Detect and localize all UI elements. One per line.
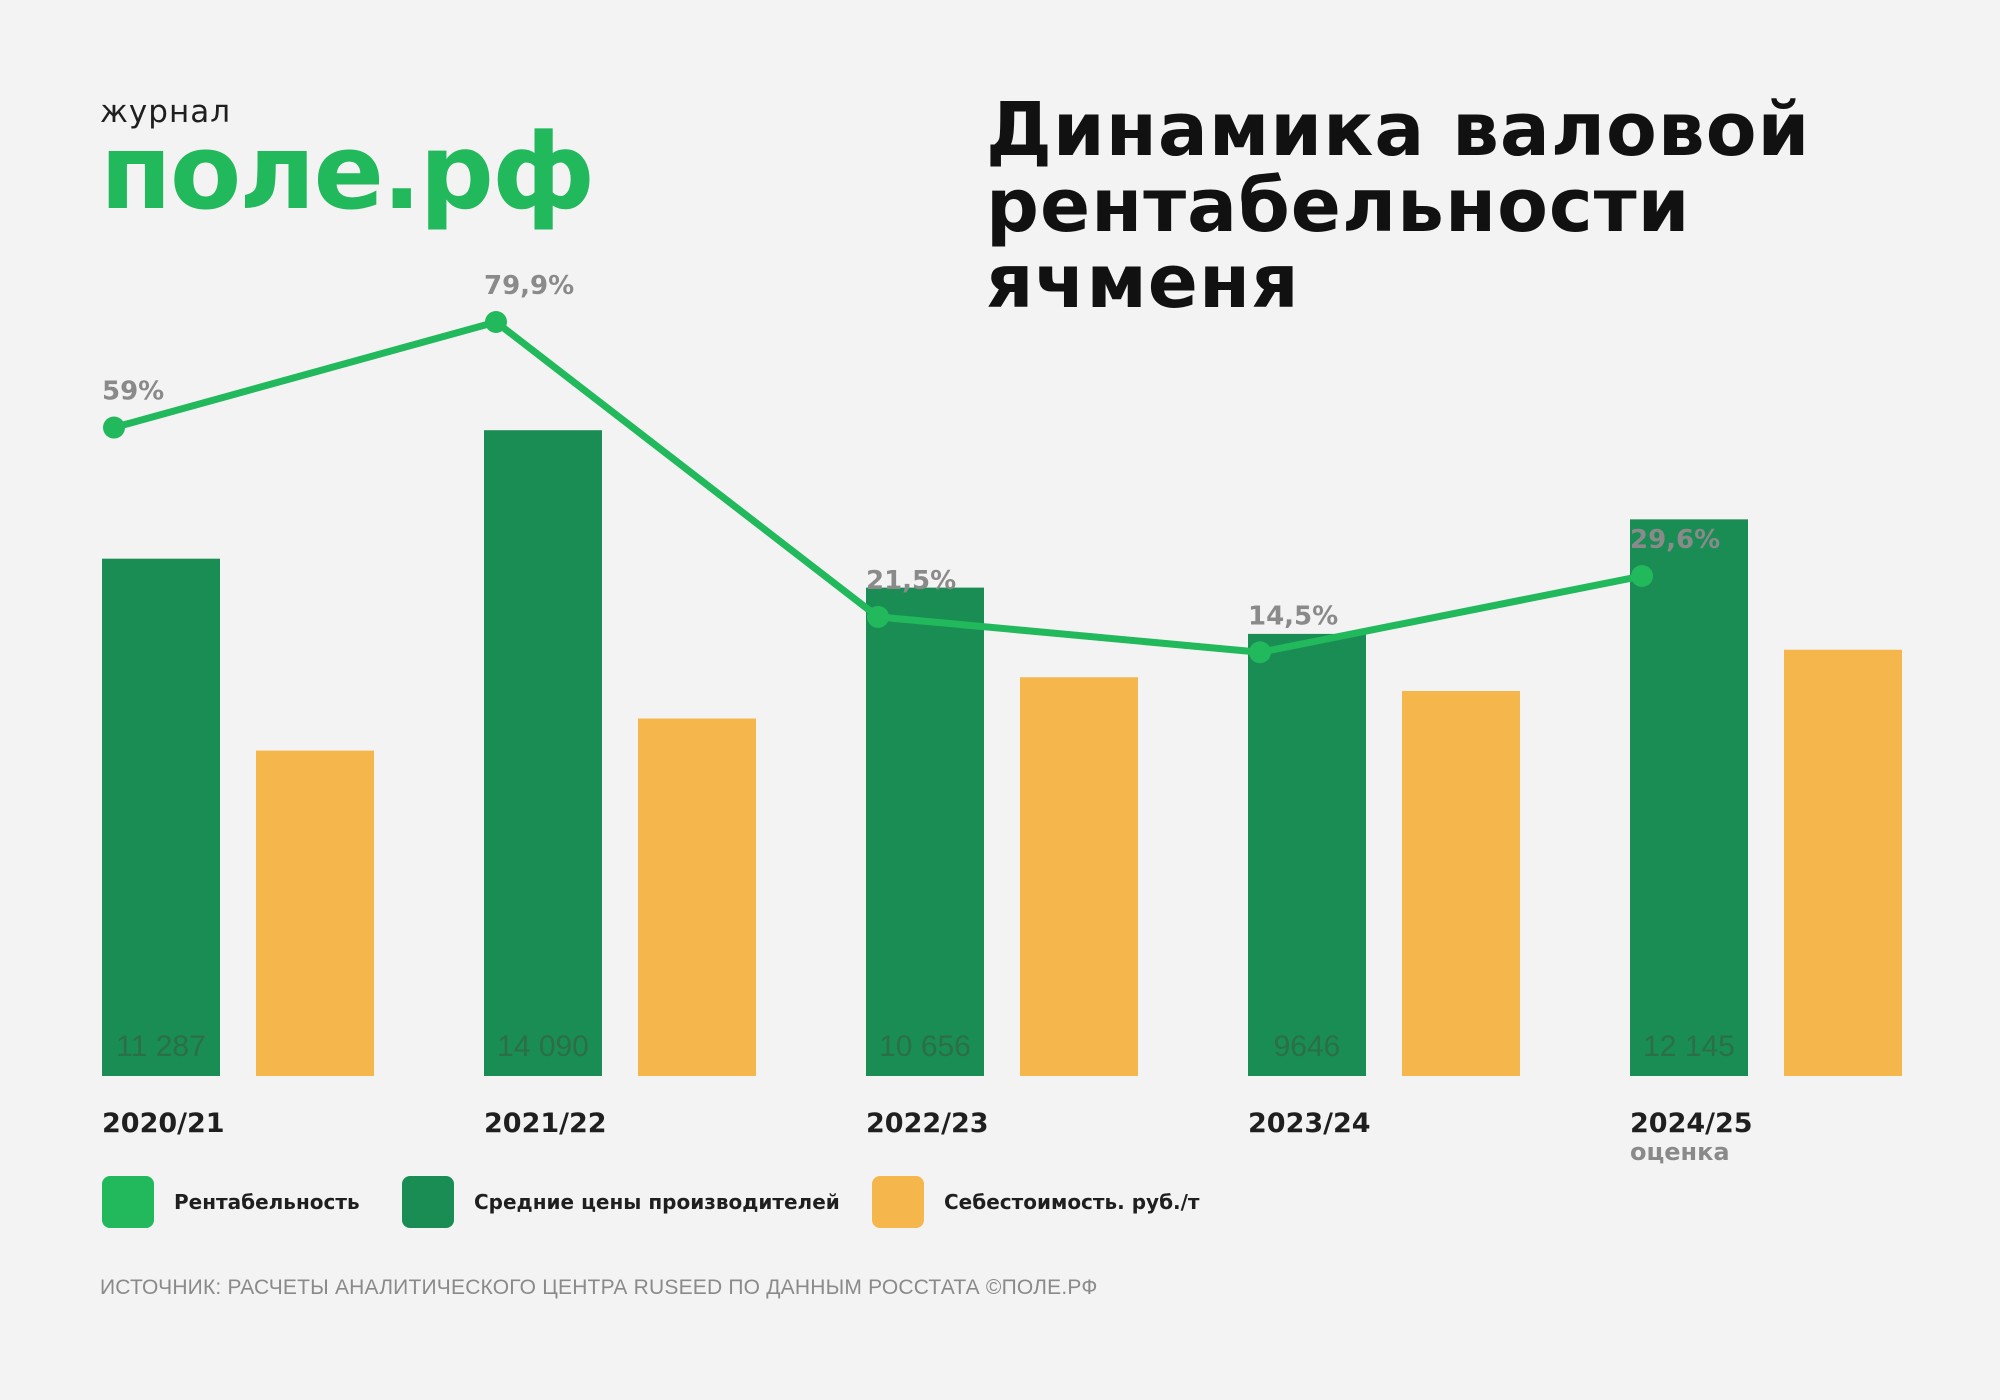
legend-label-producer-prices: Средние цены производителей	[474, 1190, 840, 1214]
bar-price-2021-22	[484, 430, 602, 1076]
chart-area: 11 287 14 090 10 656 9646 12 145 59% 79,9% 21,…	[102, 271, 1902, 1166]
category-label: 2020/21	[102, 1108, 225, 1139]
bar-cost-2024-25	[1784, 649, 1902, 1076]
bar-price-label: 11 287	[116, 1030, 206, 1063]
category-label: 2021/22	[484, 1108, 607, 1139]
legend-item-profitability: Рентабельность	[102, 1176, 360, 1228]
bar-cost-2023-24	[1402, 691, 1520, 1076]
bar-price-label: 14 090	[497, 1030, 589, 1063]
point-profitability	[1249, 641, 1271, 664]
point-profitability	[1631, 565, 1653, 588]
legend-swatch-producer-prices	[402, 1176, 454, 1228]
point-profitability	[867, 605, 889, 628]
bar-price-label: 10 656	[879, 1030, 971, 1063]
source-note: ИСТОЧНИК: РАСЧЕТЫ АНАЛИТИЧЕСКОГО ЦЕНТРА …	[100, 1276, 1098, 1299]
logo-main-text: поле.рф	[100, 111, 595, 233]
bar-price-2022-23	[866, 587, 984, 1076]
point-profitability	[485, 311, 507, 333]
point-profitability	[103, 416, 125, 439]
point-label-profitability: 21,5%	[866, 566, 956, 596]
point-label-profitability: 59%	[102, 377, 164, 407]
chart-title-line-2: рентабельности ячменя	[986, 163, 1691, 325]
bar-price-label: 9646	[1274, 1030, 1341, 1063]
point-label-profitability: 14,5%	[1248, 601, 1338, 631]
category-label: 2024/25	[1630, 1108, 1753, 1139]
bar-price-2023-24	[1248, 633, 1366, 1076]
category-label: 2023/24	[1248, 1108, 1371, 1139]
bar-price-2024-25	[1630, 519, 1748, 1076]
legend-swatch-profitability	[102, 1176, 154, 1228]
bar-price-2020-21	[102, 558, 220, 1076]
logo: журнал поле.рф	[100, 94, 595, 233]
point-label-profitability: 29,6%	[1630, 525, 1720, 555]
bar-cost-2022-23	[1020, 677, 1138, 1076]
bar-cost-2021-22	[638, 718, 756, 1076]
chart-title-line-1: Динамика валовой	[986, 87, 1811, 173]
chart-title: Динамика валовой рентабельности ячменя	[986, 92, 1976, 320]
legend-label-cost: Себестоимость. руб./т	[944, 1190, 1200, 1214]
legend-item-cost: Себестоимость. руб./т	[872, 1176, 1200, 1228]
legend-swatch-cost	[872, 1176, 924, 1228]
legend-item-producer-prices: Средние цены производителей	[402, 1176, 840, 1228]
bar-cost-2020-21	[256, 750, 374, 1076]
logo-top-text: журнал	[100, 94, 232, 130]
category-note: оценка	[1630, 1138, 1730, 1166]
legend-label-profitability: Рентабельность	[174, 1190, 360, 1214]
point-label-profitability: 79,9%	[484, 271, 574, 301]
bar-price-label: 12 145	[1643, 1030, 1735, 1063]
category-label: 2022/23	[866, 1108, 989, 1139]
